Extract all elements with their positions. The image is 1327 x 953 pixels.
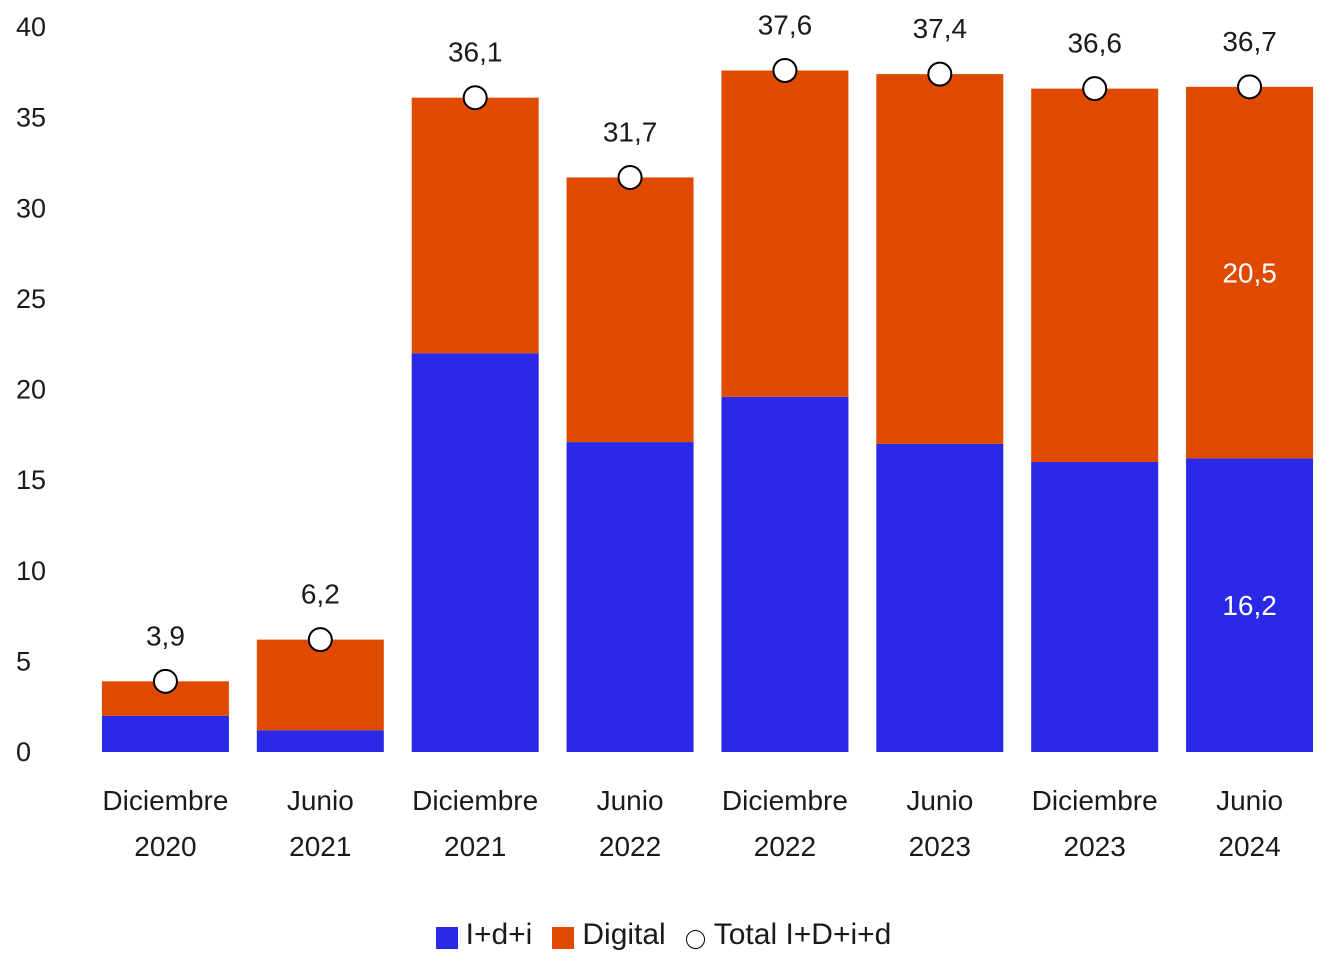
total-marker <box>462 85 488 111</box>
x-tick-label: Junio <box>906 785 973 816</box>
legend-swatch-idi <box>435 927 458 949</box>
x-tick-label: Diciembre <box>1032 785 1158 816</box>
segment-labels: 16,2 20,5 <box>1222 258 1277 622</box>
x-tick-label: 2021 <box>444 831 506 862</box>
y-tick-label: 35 <box>16 103 46 133</box>
x-axis: Diciembre 2020 Junio 2021 Diciembre 2021 Junio… <box>102 785 1283 862</box>
legend-item-total: Total I+D+i+d <box>685 918 892 952</box>
y-tick-label: 20 <box>16 375 46 405</box>
x-tick-label: 2021 <box>289 831 351 862</box>
y-tick-label: 30 <box>16 193 46 223</box>
x-tick-label: 2022 <box>754 831 816 862</box>
x-tick-label: Diciembre <box>102 785 228 816</box>
y-tick-label: 25 <box>16 284 46 314</box>
total-value-label: 31,7 <box>603 116 658 147</box>
y-axis: 0 5 10 15 20 25 30 35 40 <box>16 12 46 767</box>
legend: I+d+i Digital Total I+D+i+d <box>0 918 1327 952</box>
total-marker <box>772 58 798 83</box>
legend-label-digital: Digital <box>582 918 666 951</box>
bar-segment-digital <box>411 97 539 354</box>
total-marker <box>927 61 953 87</box>
bar-segment-idi <box>1031 462 1159 752</box>
legend-swatch-digital <box>552 927 575 949</box>
total-value-label: 6,2 <box>301 579 340 610</box>
bar-segment-digital <box>1031 88 1159 462</box>
bar-segment-idi <box>1186 458 1314 752</box>
x-tick-label: Junio <box>1216 785 1283 816</box>
bar-segment-digital <box>1186 86 1314 459</box>
segment-value-label: 16,2 <box>1222 590 1277 621</box>
total-markers: 3,9 6,2 36,1 31,7 37,6 37,4 36,6 36,7 <box>146 10 1277 694</box>
y-tick-label: 40 <box>16 12 46 42</box>
bar-segment-idi <box>101 715 229 752</box>
x-tick-label: Diciembre <box>412 785 538 816</box>
total-marker <box>1082 76 1108 102</box>
y-tick-label: 5 <box>16 646 31 676</box>
bar-segment-idi <box>566 442 694 752</box>
segment-value-label: 20,5 <box>1222 258 1277 289</box>
bar-segment-digital <box>256 639 384 731</box>
x-tick-label: 2023 <box>909 831 971 862</box>
legend-item-digital: Digital <box>552 918 666 952</box>
total-marker <box>1237 74 1263 100</box>
x-tick-label: Junio <box>597 785 664 816</box>
total-marker <box>152 668 178 694</box>
bar-segment-digital <box>566 177 694 443</box>
x-tick-label: 2023 <box>1064 831 1126 862</box>
total-marker <box>617 164 643 190</box>
total-value-label: 3,9 <box>146 620 185 651</box>
bar-segment-idi <box>411 353 539 752</box>
total-value-label: 37,4 <box>913 13 968 44</box>
legend-label-idi: I+d+i <box>465 918 533 951</box>
total-marker <box>307 627 333 653</box>
bars <box>101 70 1314 752</box>
x-tick-label: Junio <box>287 785 354 816</box>
bar-segment-idi <box>256 730 384 752</box>
y-tick-label: 10 <box>16 556 46 586</box>
legend-circle-icon <box>685 929 705 949</box>
total-value-label: 36,7 <box>1222 26 1277 57</box>
bar-segment-idi <box>876 443 1004 752</box>
y-tick-label: 0 <box>16 737 31 767</box>
legend-item-idi: I+d+i <box>435 918 533 952</box>
x-tick-label: 2020 <box>134 831 196 862</box>
stacked-bar-chart: 0 5 10 15 20 25 30 35 40 16,2 20,5 3,9 6,2 36,1 31,7… <box>16 10 1314 862</box>
x-tick-label: 2024 <box>1218 831 1280 862</box>
y-tick-label: 15 <box>16 465 46 495</box>
x-tick-label: Diciembre <box>722 785 848 816</box>
x-tick-label: 2022 <box>599 831 661 862</box>
bar-segment-digital <box>721 70 849 397</box>
total-value-label: 36,6 <box>1067 28 1122 59</box>
total-value-label: 37,6 <box>758 10 813 41</box>
total-value-label: 36,1 <box>448 37 503 68</box>
legend-label-total: Total I+D+i+d <box>713 918 892 951</box>
bar-segment-idi <box>721 396 849 752</box>
bar-segment-digital <box>876 74 1004 444</box>
